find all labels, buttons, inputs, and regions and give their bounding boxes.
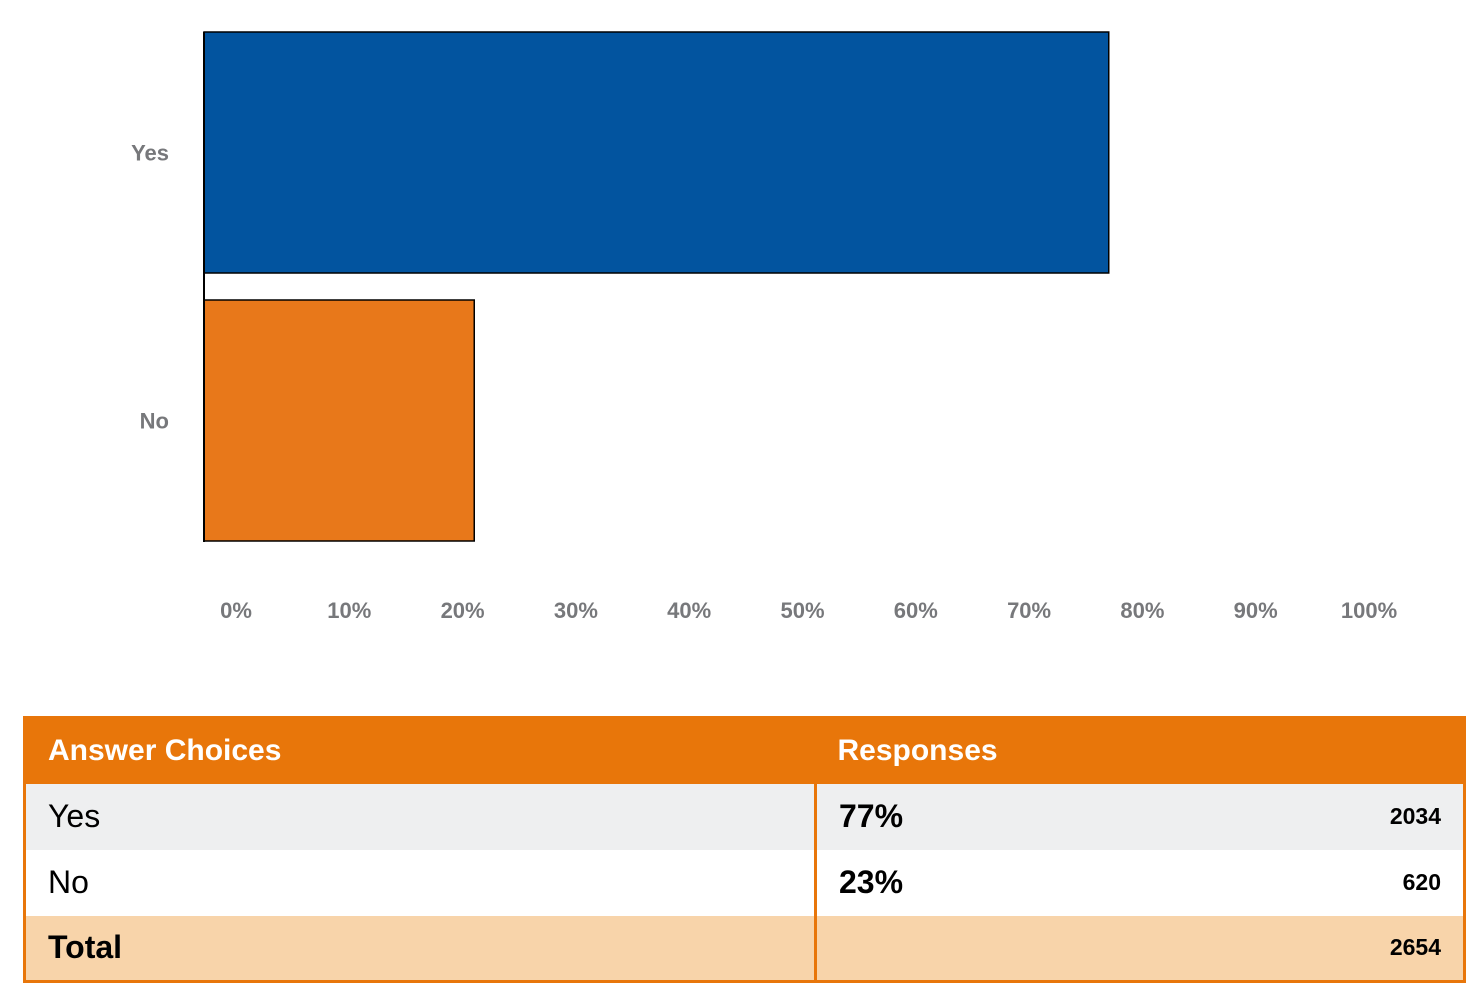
x-tick-label: 60% xyxy=(894,598,938,623)
bar-no xyxy=(203,299,475,542)
category-labels: Yes No xyxy=(131,141,169,434)
table-total-row: Total 2654 xyxy=(24,915,1465,982)
total-label-cell: Total xyxy=(24,915,817,982)
response-count: 2034 xyxy=(1389,803,1441,829)
x-tick-label: 90% xyxy=(1234,598,1278,623)
bar-yes xyxy=(203,31,1110,274)
category-label-no: No xyxy=(140,409,169,434)
response-percent: 77% xyxy=(839,798,904,834)
header-answer-choices: Answer Choices xyxy=(24,717,816,784)
choice-label: No xyxy=(48,864,89,900)
x-tick-label: 0% xyxy=(220,598,252,623)
total-label: Total xyxy=(48,929,123,966)
x-tick-label: 20% xyxy=(441,598,485,623)
choice-cell: Yes xyxy=(24,783,817,850)
response-cell: 77% 2034 xyxy=(815,783,1465,850)
total-count-cell: 2654 xyxy=(815,915,1465,982)
header-responses: Responses xyxy=(815,717,1465,784)
total-count: 2654 xyxy=(1389,934,1441,961)
x-tick-label: 80% xyxy=(1120,598,1164,623)
x-tick-label: 100% xyxy=(1341,598,1397,623)
category-label-yes: Yes xyxy=(131,141,169,166)
x-tick-label: 50% xyxy=(780,598,824,623)
choice-label: Yes xyxy=(48,798,101,834)
table-row: No 23% 620 xyxy=(24,849,1465,916)
response-percent: 23% xyxy=(839,864,904,900)
response-bar-chart: Yes No 0% 10% 20% 30% 40% 50% 60% 70% 80% 90% 100% xyxy=(131,31,1397,623)
x-tick-label: 30% xyxy=(554,598,598,623)
x-axis-tick-labels: 0% 10% 20% 30% 40% 50% 60% 70% 80% 90% 100% xyxy=(220,598,1397,623)
results-table: Answer Choices Responses Yes 77% 2034 No… xyxy=(23,716,1466,983)
response-count: 620 xyxy=(1402,869,1441,895)
table-row: Yes 77% 2034 xyxy=(24,783,1465,850)
table-header-row: Answer Choices Responses xyxy=(24,717,1465,784)
x-tick-label: 10% xyxy=(327,598,371,623)
x-tick-label: 40% xyxy=(667,598,711,623)
choice-cell: No xyxy=(24,849,817,916)
response-cell: 23% 620 xyxy=(815,849,1465,916)
bars-group xyxy=(203,31,1110,542)
x-tick-label: 70% xyxy=(1007,598,1051,623)
